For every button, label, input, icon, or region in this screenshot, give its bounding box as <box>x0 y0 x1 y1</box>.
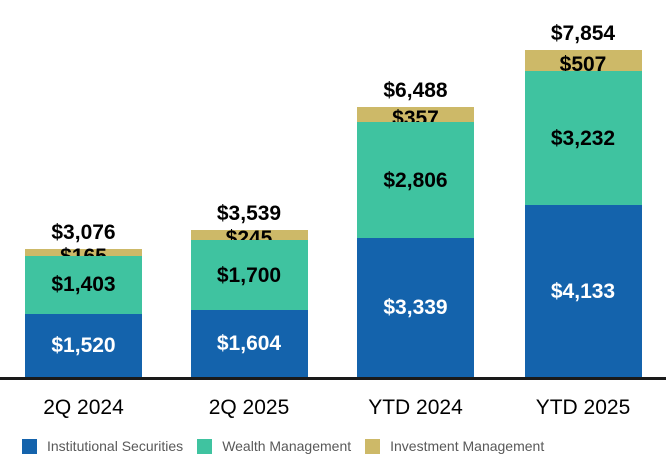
bar-segment-institutional-securities: $1,604 <box>190 310 308 377</box>
bar-segment-institutional-securities: $4,133 <box>524 205 642 377</box>
legend-item-institutional-securities: Institutional Securities <box>22 438 183 454</box>
segment-value-label: $3,232 <box>550 126 616 150</box>
legend-swatch-icon <box>197 438 213 454</box>
segment-value-label: $2,806 <box>383 168 448 192</box>
bar-segment-investment-management: $165 <box>25 246 142 267</box>
x-axis-label-2q-2025: 2Q 2025 <box>208 396 290 419</box>
segment-value-label: $1,604 <box>216 332 282 356</box>
bar-segment-wealth-management: $1,403 <box>25 255 142 314</box>
bar-segment-wealth-management: $2,806 <box>357 121 474 239</box>
x-axis-label-ytd-2024: YTD 2024 <box>368 396 463 419</box>
bar-segment-investment-management: $357 <box>357 107 474 129</box>
legend-label: Investment Management <box>390 438 545 454</box>
legend: Institutional Securities Wealth Managemen… <box>22 438 544 454</box>
segment-value-label: $3,339 <box>383 296 448 320</box>
bar-segment-institutional-securities: $1,520 <box>25 313 142 377</box>
legend-item-investment-management: Investment Management <box>365 438 544 454</box>
bar-total-label: $3,076 <box>51 220 116 244</box>
segment-value-label: $1,403 <box>51 273 116 297</box>
bar-segment-institutional-securities: $3,339 <box>357 238 474 377</box>
bar-total-label: $3,539 <box>216 201 282 225</box>
segment-value-label: $1,700 <box>216 263 282 287</box>
bar-group-ytd-2024: $357 $2,806 $3,339 <box>357 107 474 377</box>
x-axis-label-2q-2024: 2Q 2024 <box>43 396 124 419</box>
x-axis-label-ytd-2025: YTD 2025 <box>535 396 631 419</box>
bar-total-label: $6,488 <box>383 79 448 103</box>
bar-group-2q-2025: $245 $1,700 $1,604 <box>190 228 308 377</box>
legend-item-wealth-management: Wealth Management <box>197 438 351 454</box>
segment-value-label: $1,520 <box>51 333 116 357</box>
legend-swatch-icon <box>22 438 37 454</box>
x-axis-line <box>0 377 666 380</box>
legend-label: Wealth Management <box>222 438 352 454</box>
legend-swatch-icon <box>365 438 381 454</box>
bar-segment-investment-management: $245 <box>190 228 308 249</box>
bar-group-ytd-2025: $507 $3,232 $4,133 <box>524 50 642 377</box>
bar-segment-wealth-management: $3,232 <box>524 71 642 206</box>
segment-value-label: $4,133 <box>550 279 616 303</box>
bar-segment-investment-management: $507 <box>524 50 642 75</box>
legend-label: Institutional Securities <box>47 438 184 454</box>
bar-total-label: $7,854 <box>550 22 616 46</box>
bar-group-2q-2024: $165 $1,403 $1,520 <box>25 246 142 377</box>
bar-segment-wealth-management: $1,700 <box>190 239 308 311</box>
